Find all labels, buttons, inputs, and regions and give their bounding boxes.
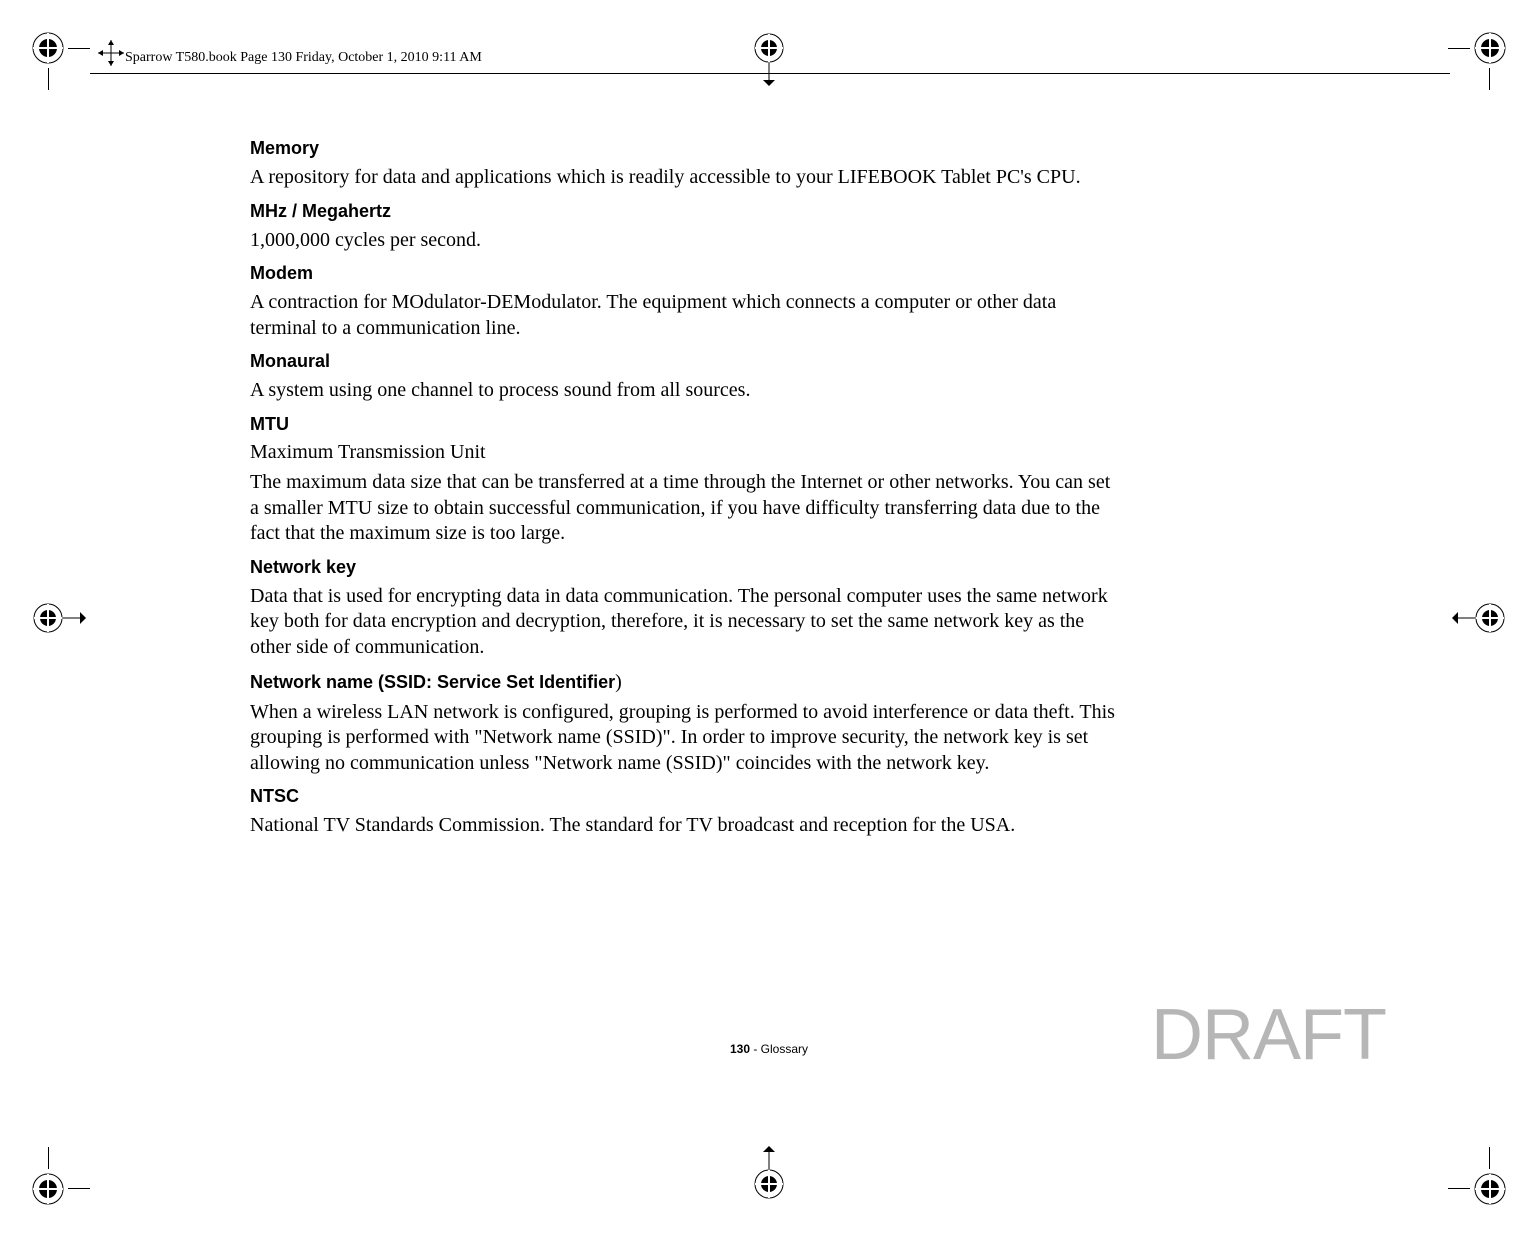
regmark-bottom-left	[28, 1169, 68, 1209]
crop-line	[1489, 1147, 1490, 1169]
crosshair-bottom	[749, 1144, 789, 1209]
crosshair-top	[749, 28, 789, 93]
def-ntsc: National TV Standards Commission. The st…	[250, 813, 1120, 839]
draft-watermark: DRAFT	[1151, 994, 1386, 1076]
crop-line	[1489, 68, 1490, 90]
def-modem: A contraction for MOdulator-DEModulator.…	[250, 290, 1120, 341]
header-arrow-icon	[98, 40, 124, 71]
crop-line	[48, 68, 49, 90]
crop-line	[68, 48, 90, 49]
term-monaural: Monaural	[250, 351, 1120, 372]
crop-line	[1448, 48, 1470, 49]
glossary-content: Memory A repository for data and applica…	[250, 128, 1120, 845]
crosshair-left	[28, 598, 88, 643]
def-networkkey: Data that is used for encrypting data in…	[250, 584, 1120, 661]
def-memory: A repository for data and applications w…	[250, 165, 1120, 191]
term-ntsc: NTSC	[250, 786, 1120, 807]
footer-label: - Glossary	[750, 1042, 808, 1056]
def-mtu-sub: Maximum Transmission Unit	[250, 441, 1120, 464]
term-networkkey: Network key	[250, 557, 1120, 578]
crop-line	[68, 1188, 90, 1189]
crosshair-right	[1450, 598, 1510, 643]
crop-line	[48, 1147, 49, 1169]
regmark-top-left	[28, 28, 68, 68]
regmark-top-right	[1470, 28, 1510, 68]
def-monaural: A system using one channel to process so…	[250, 378, 1120, 404]
def-ssid: When a wireless LAN network is configure…	[250, 700, 1120, 777]
term-modem: Modem	[250, 263, 1120, 284]
regmark-bottom-right	[1470, 1169, 1510, 1209]
def-mtu: The maximum data size that can be transf…	[250, 470, 1120, 547]
term-ssid-paren: )	[615, 671, 622, 693]
term-ssid: Network name (SSID: Service Set Identifi…	[250, 671, 1120, 694]
header-rule	[90, 73, 1450, 74]
term-mhz: MHz / Megahertz	[250, 201, 1120, 222]
page-number: 130	[730, 1042, 750, 1056]
def-mhz: 1,000,000 cycles per second.	[250, 228, 1120, 254]
term-mtu: MTU	[250, 414, 1120, 435]
term-memory: Memory	[250, 138, 1120, 159]
crop-line	[1448, 1188, 1470, 1189]
header-text: Sparrow T580.book Page 130 Friday, Octob…	[125, 50, 482, 66]
term-ssid-text: Network name (SSID: Service Set Identifi…	[250, 672, 615, 692]
